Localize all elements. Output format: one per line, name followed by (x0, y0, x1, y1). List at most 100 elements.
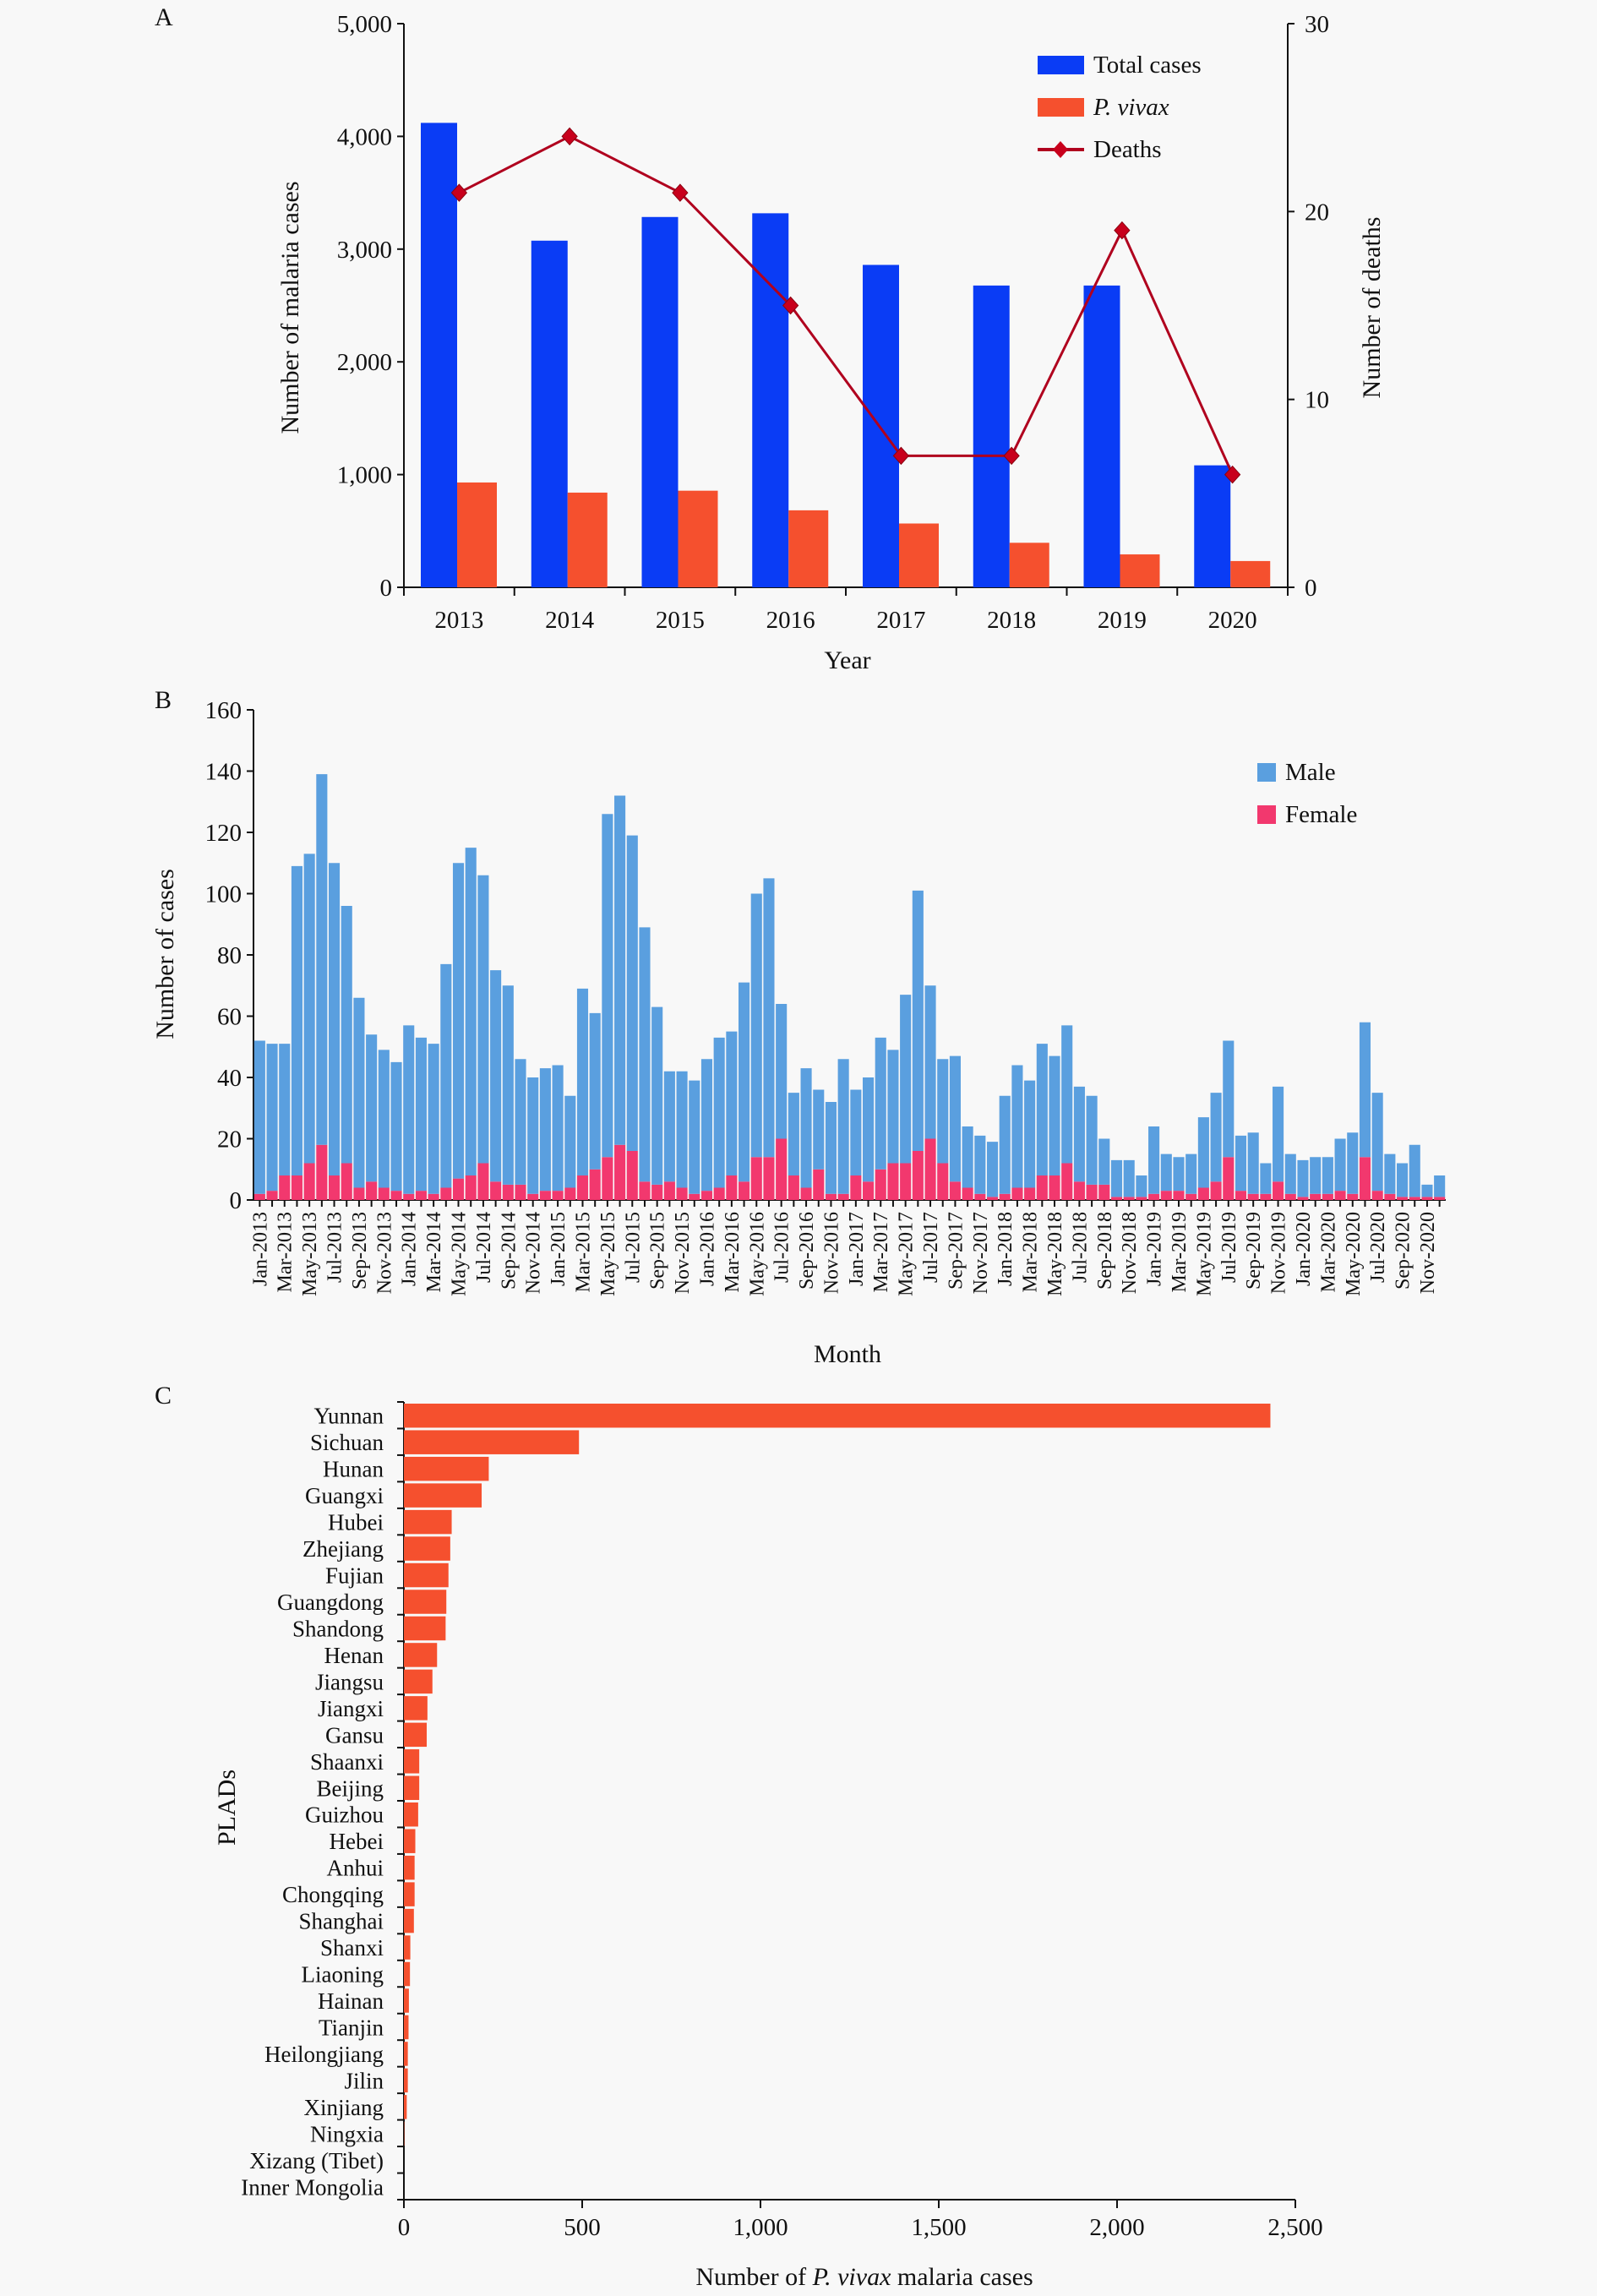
panel-a-y-right-axis-title: Number of deaths (1358, 217, 1386, 399)
female-bar (502, 1184, 514, 1200)
male-bar (626, 835, 638, 1151)
male-bar (415, 1037, 427, 1192)
male-bar (1086, 1095, 1098, 1185)
panel-b-month-label: Jul-2014 (473, 1212, 495, 1283)
panel-b-month-label: Mar-2016 (722, 1212, 744, 1293)
p-vivax-province-bar (404, 1935, 411, 1960)
female-bar (253, 1193, 265, 1200)
panel-b-month-label: Jan-2015 (548, 1212, 570, 1286)
female-bar (651, 1184, 663, 1200)
p-vivax-province-bar (404, 1404, 1271, 1428)
female-bar (279, 1175, 291, 1200)
female-bar (1173, 1191, 1185, 1200)
p-vivax-province-bar (404, 1961, 411, 1987)
province-label: Heilongjiang (264, 2042, 384, 2067)
panel-b-month-label: May-2018 (1044, 1212, 1066, 1296)
female-bar (937, 1163, 949, 1200)
female-bar (515, 1184, 526, 1200)
male-bar (1322, 1157, 1333, 1194)
p-vivax-bar (1230, 560, 1271, 587)
male-bar (1359, 1022, 1371, 1158)
panel-c-x-tick-label: 1,000 (733, 2214, 788, 2241)
legend-female-label: Female (1285, 801, 1357, 828)
legend-deaths-label: Deaths (1093, 136, 1162, 163)
female-bar (428, 1193, 439, 1200)
panel-b-month-label: May-2017 (896, 1212, 918, 1296)
total-cases-bar (752, 213, 789, 588)
legend-deaths-marker (1053, 141, 1068, 158)
panel-a-year-label: 2020 (1208, 607, 1257, 634)
male-bar (527, 1077, 539, 1194)
panel-b-label: B (155, 686, 172, 714)
province-label: Chongqing (282, 1882, 384, 1907)
legend-male-swatch (1257, 763, 1276, 782)
male-bar (1371, 1093, 1383, 1192)
male-bar (763, 878, 775, 1158)
panel-b-month-label: Sep-2017 (945, 1212, 967, 1290)
panel-b-month-label: Mar-2019 (1169, 1212, 1191, 1293)
legend-female-swatch (1257, 805, 1276, 824)
male-bar (1098, 1138, 1110, 1185)
female-bar (266, 1191, 278, 1200)
male-bar (1136, 1175, 1147, 1197)
female-bar (477, 1163, 489, 1200)
p-vivax-province-bar (404, 1430, 580, 1454)
panel-b-month-label: Jan-2016 (696, 1212, 718, 1286)
female-bar (700, 1191, 713, 1200)
panel-a-y-tick-label: 0 (380, 575, 393, 602)
male-bar (1110, 1159, 1123, 1197)
male-bar (1197, 1117, 1209, 1188)
female-bar (850, 1175, 862, 1200)
male-bar (515, 1059, 526, 1185)
male-bar (390, 1061, 402, 1192)
panel-a-y-tick-label: 1,000 (337, 462, 392, 489)
deaths-marker (892, 446, 910, 466)
total-cases-bar (641, 216, 679, 587)
p-vivax-province-bar (404, 1775, 420, 1800)
female-bar (1197, 1187, 1209, 1200)
legend-p-vivax-swatch (1038, 98, 1084, 117)
panel-b-month-label: May-2015 (597, 1212, 619, 1296)
male-bar (552, 1065, 564, 1192)
female-bar (1123, 1197, 1135, 1200)
panel-a-year-label: 2016 (766, 607, 815, 634)
female-bar (1384, 1193, 1396, 1200)
male-bar (999, 1095, 1011, 1194)
panel-a-label: A (155, 3, 173, 31)
male-bar (739, 982, 750, 1182)
panel-b-y-tick-label: 20 (217, 1126, 242, 1153)
male-bar (1061, 1025, 1073, 1164)
legend-total-cases-label: Total cases (1093, 52, 1202, 79)
female-bar (800, 1187, 812, 1200)
female-bar (366, 1181, 378, 1200)
female-bar (341, 1163, 352, 1200)
province-label: Shanxi (320, 1935, 384, 1961)
panel-b-month-label: Jan-2018 (995, 1212, 1017, 1286)
panel-a-y-right-tick-label: 0 (1305, 575, 1317, 602)
male-bar (1148, 1126, 1160, 1194)
female-bar (415, 1191, 427, 1200)
panel-b-month-label: Nov-2017 (970, 1212, 992, 1294)
panel-a-year-label: 2014 (545, 607, 595, 634)
panel-c-x-axis-title-part: P. vivax (812, 2263, 891, 2291)
panel-b-month-label: Sep-2013 (349, 1212, 371, 1290)
female-bar (440, 1187, 452, 1200)
male-bar (316, 774, 328, 1145)
female-bar (1247, 1193, 1259, 1200)
province-label: Fujian (325, 1563, 384, 1589)
panel-c-label: C (155, 1382, 172, 1410)
panel-b-y-tick-label: 120 (205, 820, 243, 847)
panel-b-month-label: Nov-2013 (373, 1212, 395, 1294)
province-label: Ningxia (310, 2121, 384, 2146)
panel-b-y-tick-label: 100 (205, 881, 243, 908)
province-label: Zhejiang (303, 1536, 384, 1562)
female-bar (303, 1163, 315, 1200)
male-bar (962, 1126, 973, 1188)
female-bar (602, 1157, 613, 1200)
female-bar (1049, 1175, 1060, 1200)
panel-b-month-label: Nov-2015 (672, 1212, 694, 1294)
p-vivax-bar (678, 490, 718, 587)
female-bar (750, 1157, 762, 1200)
panel-b-y-tick-label: 160 (205, 697, 243, 724)
legend-total-cases-swatch (1038, 56, 1084, 74)
